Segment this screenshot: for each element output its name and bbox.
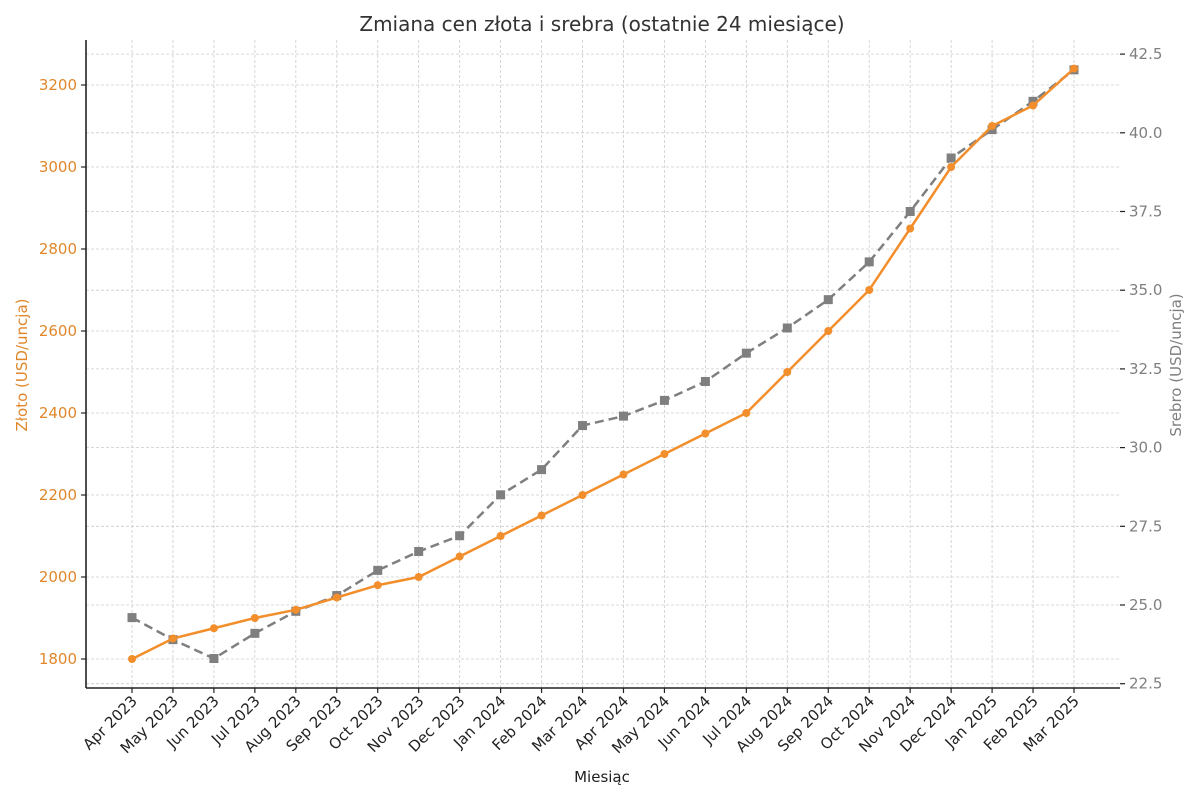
silver-marker [659,395,669,405]
gold-marker [947,163,956,171]
left-tick-label: 3200 [39,76,77,94]
gold-marker [824,327,833,335]
silver-marker [864,257,874,267]
silver-marker [1028,96,1038,106]
left-tick-label: 2400 [39,404,77,422]
silver-marker [250,628,260,638]
silver-marker [905,207,915,216]
silver-marker [127,613,137,623]
right-tick-label: 42.5 [1129,45,1162,63]
silver-marker [455,531,465,541]
gold-marker [373,581,382,590]
gold-marker [1070,64,1078,73]
silver-marker [496,490,506,500]
left-tick-label: 3000 [39,158,77,176]
silver-series [127,65,1079,664]
left-tick-label: 2000 [39,568,77,586]
gold-marker [332,593,341,602]
gold-marker [537,511,546,520]
left-axis-label: Złoto (USD/uncja) [13,299,31,432]
silver-marker [373,565,383,575]
gold-marker [250,614,259,622]
right-tick-label: 30.0 [1129,439,1162,457]
gold-marker [660,450,669,458]
left-tick-label: 2200 [39,486,77,504]
right-tick-label: 32.5 [1129,360,1162,378]
gold-marker [414,573,423,581]
gold-series [128,64,1078,663]
axes: 1800 2000 2200 2400 2600 2800 3000 3200 22.5 25.0… [39,40,1162,757]
gold-marker [496,532,505,540]
gold-marker [578,491,587,499]
left-tick-label: 2800 [39,240,77,258]
gold-line [131,67,1075,661]
silver-marker [414,546,424,556]
gold-marker [128,655,136,663]
gold-marker [209,624,218,633]
silver-marker [782,323,792,333]
right-tick-label: 35.0 [1129,281,1162,299]
gold-marker [783,368,792,376]
silver-marker [209,654,219,664]
silver-marker [578,421,588,431]
gridlines [86,40,1120,688]
left-tick-label: 1800 [39,650,77,668]
silver-line [131,68,1075,660]
gold-marker [291,605,300,614]
right-tick-label: 37.5 [1129,203,1162,221]
silver-marker [741,348,751,358]
gold-marker [619,470,628,479]
right-tick-label: 25.0 [1129,596,1162,614]
gold-marker [865,286,874,294]
gold-marker [455,552,464,561]
gold-marker [906,224,915,233]
chart-title: Zmiana cen złota i srebra (ostatnie 24 m… [359,12,844,36]
silver-marker [618,411,628,421]
silver-marker [537,465,547,475]
right-tick-label: 27.5 [1129,517,1162,535]
right-tick-label: 40.0 [1129,124,1162,142]
silver-marker [823,295,833,305]
x-axis-label: Miesiąc [574,768,630,786]
gold-marker [988,122,997,130]
right-axis-label: Srebro (USD/uncja) [1167,293,1185,436]
gold-marker [1029,101,1038,110]
right-tick-label: 22.5 [1129,675,1162,693]
gold-marker [701,429,710,438]
gold-marker [168,634,177,643]
gold-marker [742,409,751,417]
silver-marker [946,153,956,163]
left-tick-label: 2600 [39,322,77,340]
silver-marker [700,376,710,386]
